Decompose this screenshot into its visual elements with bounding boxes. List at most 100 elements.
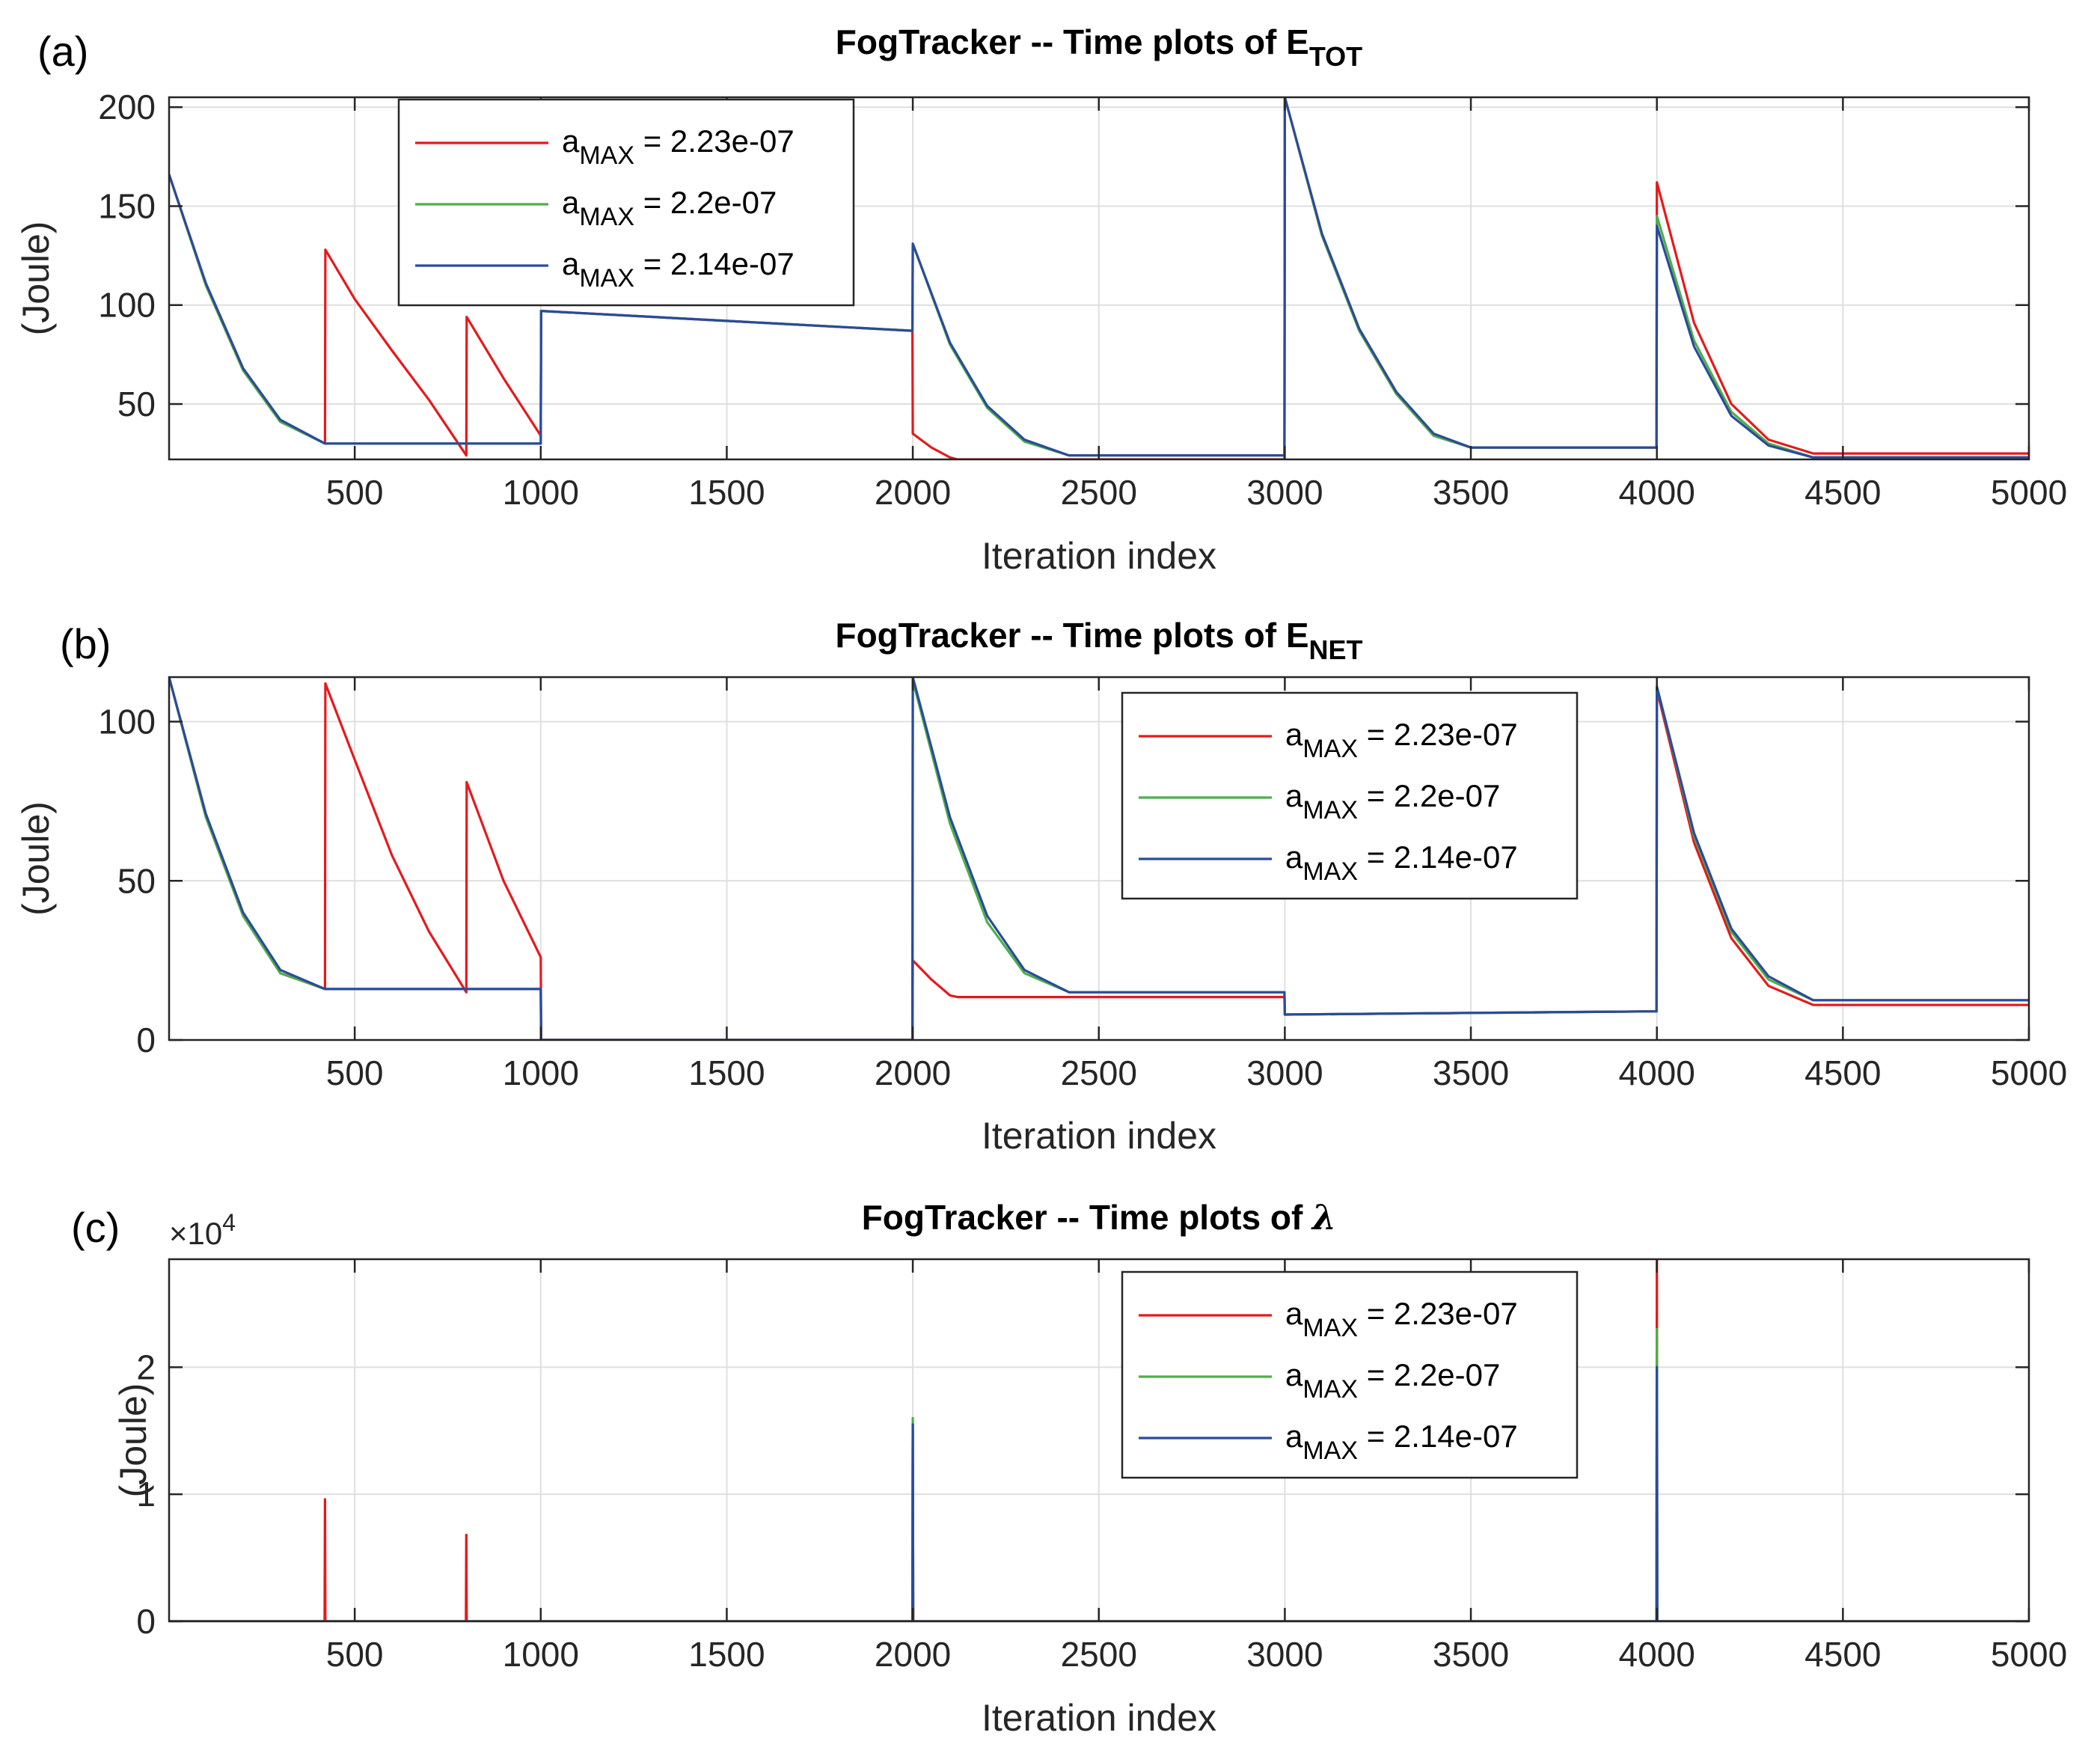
panel-label: (c) xyxy=(71,1204,120,1251)
legend-entry-symbol: a xyxy=(562,185,580,220)
y-tick-label: 50 xyxy=(117,861,156,900)
legend-entry-value: = 2.14e-07 xyxy=(1358,839,1518,875)
y-tick-label: 2 xyxy=(136,1347,156,1386)
chart-panel-c: 500 1000 1500 2000 2500 3000 3500 4000 4500 5000 0… xyxy=(71,1197,2067,1739)
legend-entry-1: aMAX = 2.23e-07 xyxy=(1285,717,1518,763)
y-tick-label: 1 xyxy=(136,1475,156,1514)
x-tick-label: 1000 xyxy=(503,1635,579,1674)
x-tick-label: 4500 xyxy=(1804,1053,1881,1092)
x-tick-label: 3500 xyxy=(1433,1635,1509,1674)
x-tick-label: 2000 xyxy=(875,473,951,512)
x-tick-label: 3000 xyxy=(1246,1053,1323,1092)
legend-entry-subscript: MAX xyxy=(1302,1437,1358,1465)
legend-entry-value: = 2.14e-07 xyxy=(634,246,795,281)
chart-title-main: FogTracker -- Time plots of E xyxy=(836,22,1309,61)
legend-entry-subscript: MAX xyxy=(579,203,634,231)
series-group xyxy=(169,1259,2029,1621)
exponent-base: ×10 xyxy=(169,1216,222,1251)
y-axis-label: (Joule) xyxy=(112,1383,154,1498)
legend-entry-subscript: MAX xyxy=(1302,796,1358,825)
legend-entry-subscript: MAX xyxy=(579,264,634,293)
legend-entry-value: = 2.14e-07 xyxy=(1358,1419,1518,1454)
legend-entry-3: aMAX = 2.14e-07 xyxy=(562,246,795,293)
legend-entry-symbol: a xyxy=(1285,839,1303,875)
chart-title-symbol: λ xyxy=(1311,1197,1336,1238)
x-tick-label: 500 xyxy=(326,1053,384,1092)
legend-entry-2: aMAX = 2.2e-07 xyxy=(1285,1357,1500,1404)
legend-entry-symbol: a xyxy=(1285,778,1303,813)
panel-label: (b) xyxy=(60,620,111,667)
x-tick-label: 4000 xyxy=(1619,1053,1695,1092)
legend-box xyxy=(1121,1270,1579,1479)
x-tick-label: 1500 xyxy=(688,1635,765,1674)
x-tick-label: 4500 xyxy=(1804,1635,1881,1674)
legend-entry-value: = 2.23e-07 xyxy=(1358,717,1518,752)
legend-entry-subscript: MAX xyxy=(1302,857,1358,886)
x-tick-label: 5000 xyxy=(1991,1635,2067,1674)
x-tick-label: 2500 xyxy=(1061,1053,1137,1092)
x-tick-label: 5000 xyxy=(1991,1053,2067,1092)
x-tick-label: 500 xyxy=(326,1635,384,1674)
x-tick-label: 5000 xyxy=(1991,473,2067,512)
x-tick-label: 3500 xyxy=(1433,1053,1509,1092)
legend-entry-subscript: MAX xyxy=(1302,1314,1358,1342)
x-axis-label: Iteration index xyxy=(982,535,1216,577)
y-tick-label: 200 xyxy=(98,88,156,126)
series-line-3 xyxy=(169,1365,2029,1621)
legend-entry-3: aMAX = 2.14e-07 xyxy=(1285,839,1518,886)
legend-entry-subscript: MAX xyxy=(579,141,634,170)
chart-title-main: FogTracker -- Time plots of E xyxy=(835,616,1308,655)
legend-box xyxy=(1121,691,1579,900)
y-axis-label: (Joule) xyxy=(15,801,57,916)
y-axis-label: (Joule) xyxy=(15,221,57,336)
legend-entry-1: aMAX = 2.23e-07 xyxy=(1285,1296,1518,1342)
chart-title: FogTracker -- Time plots of ENET xyxy=(835,616,1362,665)
legend-entry-value: = 2.23e-07 xyxy=(634,123,795,159)
legend-entry-symbol: a xyxy=(1285,717,1303,752)
x-tick-label: 2500 xyxy=(1061,1635,1137,1674)
legend-entry-subscript: MAX xyxy=(1302,1375,1358,1404)
chart-title-subscript: TOT xyxy=(1309,41,1362,72)
legend-entry-value: = 2.23e-07 xyxy=(1358,1296,1518,1331)
x-tick-label: 4500 xyxy=(1804,473,1881,512)
y-exponent-label: ×104 xyxy=(169,1209,236,1251)
legend-entry-value: = 2.2e-07 xyxy=(1358,1357,1500,1392)
x-tick-label: 2500 xyxy=(1061,473,1137,512)
x-tick-label: 3000 xyxy=(1246,473,1323,512)
legend-entry-2: aMAX = 2.2e-07 xyxy=(562,185,777,231)
legend-entry-value: = 2.2e-07 xyxy=(1358,778,1500,813)
chart-title-main: FogTracker -- Time plots of xyxy=(862,1198,1312,1237)
legend-box xyxy=(397,98,855,307)
x-tick-label: 1500 xyxy=(688,1053,765,1092)
x-tick-label: 4000 xyxy=(1619,1635,1695,1674)
x-axis-label: Iteration index xyxy=(982,1697,1216,1739)
x-tick-label: 2000 xyxy=(875,1635,951,1674)
series-line-3 xyxy=(169,677,2029,1040)
legend-entry-2: aMAX = 2.2e-07 xyxy=(1285,778,1500,825)
y-tick-label: 0 xyxy=(136,1021,156,1059)
x-axis-label: Iteration index xyxy=(982,1115,1216,1157)
legend-entry-1: aMAX = 2.23e-07 xyxy=(562,123,795,170)
chart-title: FogTracker -- Time plots of ETOT xyxy=(836,22,1362,72)
x-tick-label: 3000 xyxy=(1246,1635,1323,1674)
chart-title-subscript: NET xyxy=(1309,634,1363,665)
chart-panel-b: 500 1000 1500 2000 2500 3000 3500 4000 4500 5000 0… xyxy=(15,616,2067,1157)
y-tick-label: 100 xyxy=(98,286,156,325)
chart-title: FogTracker -- Time plots of λ xyxy=(862,1197,1337,1238)
series-line-3 xyxy=(169,97,2029,459)
series-group xyxy=(169,97,2029,459)
series-line-1 xyxy=(169,1259,2029,1621)
legend-entry-symbol: a xyxy=(1285,1357,1303,1392)
x-tick-label: 1000 xyxy=(503,473,579,512)
y-tick-label: 150 xyxy=(98,186,156,225)
y-tick-label: 0 xyxy=(136,1602,156,1641)
legend-entry-symbol: a xyxy=(562,123,580,159)
exponent-power: 4 xyxy=(222,1209,236,1236)
series-line-1 xyxy=(169,97,2029,459)
chart-panel-a: 500 1000 1500 2000 2500 3000 3500 4000 4500 5000 5… xyxy=(15,22,2067,577)
legend-entry-value: = 2.2e-07 xyxy=(634,185,777,220)
